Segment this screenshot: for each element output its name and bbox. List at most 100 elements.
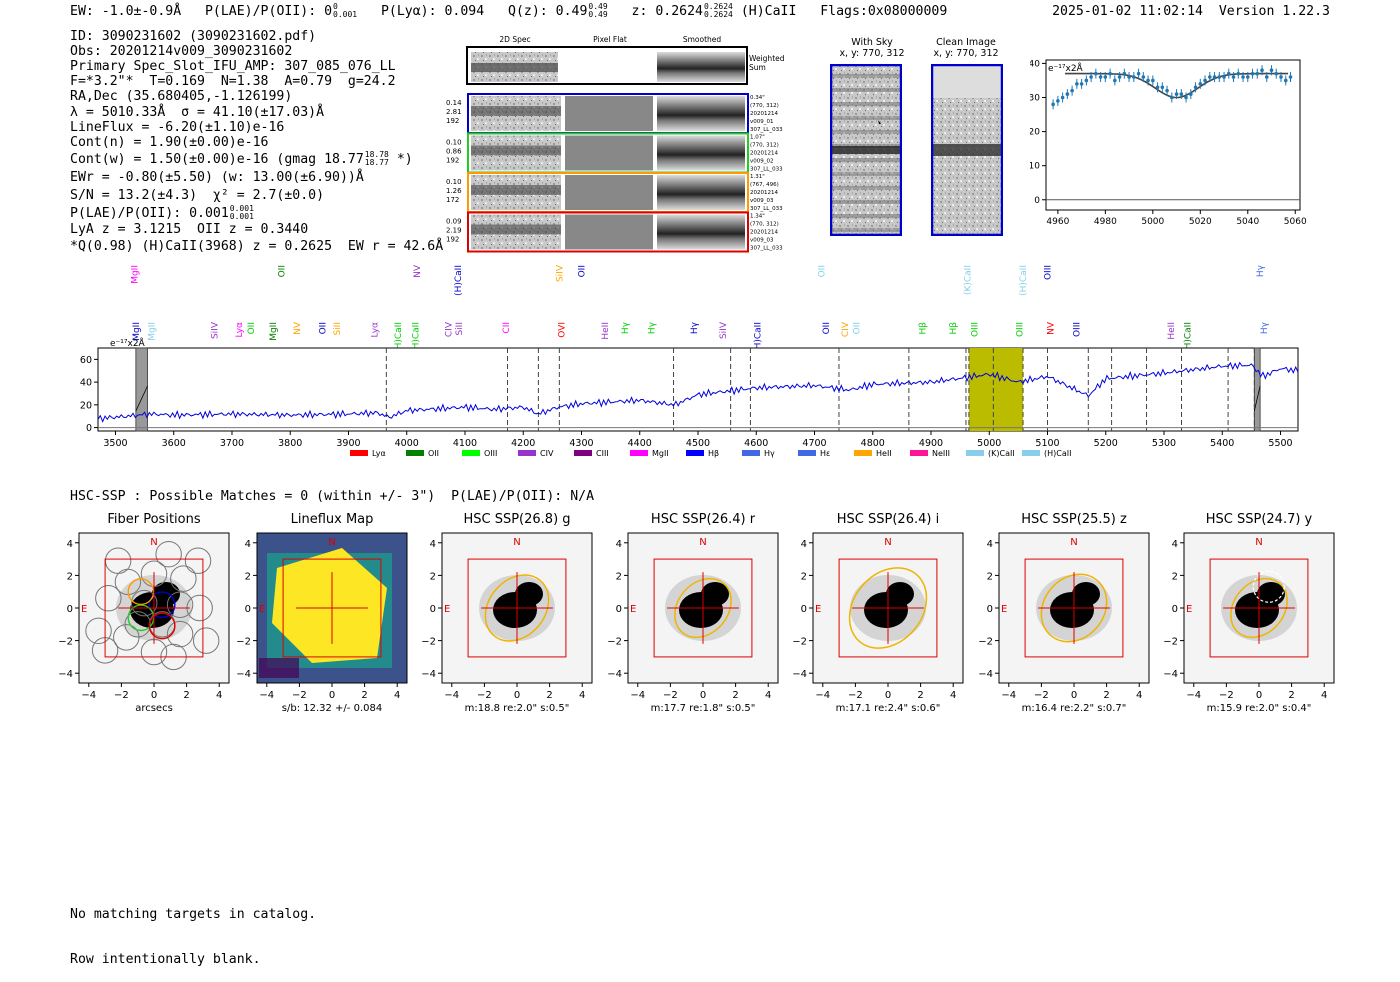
fiber-circle xyxy=(192,627,220,654)
hsc-xtick-label: −2 xyxy=(848,690,863,701)
zoom-point xyxy=(1113,78,1117,83)
fiber-circle xyxy=(155,540,182,568)
line-id-label: Lyα xyxy=(371,322,381,338)
line-id-label: CIV xyxy=(445,321,455,337)
withsky-title: With Sky xyxy=(851,37,893,48)
line-id-label: (H)CaII xyxy=(394,322,404,353)
full-ytick-label: 0 xyxy=(86,423,92,434)
info-plae: P(LAE)/P(OII): 0.001 xyxy=(70,206,229,221)
cutout-right-3: 20201214 xyxy=(750,190,778,196)
cutout-flat xyxy=(565,135,653,171)
legend-label: NeIII xyxy=(932,449,950,458)
zoom-point xyxy=(1141,75,1146,79)
hsc-ytick-label: −4 xyxy=(59,669,73,680)
north-label: N xyxy=(1255,537,1262,548)
header-version: Version 1.22.3 xyxy=(1218,4,1330,19)
legend-label: (K)CaII xyxy=(988,449,1015,458)
line-id-label: OIII xyxy=(971,322,981,337)
cutout-right-3: 20201214 xyxy=(750,111,778,117)
hsc-ytick-label: 0 xyxy=(801,604,807,615)
cutout-flat xyxy=(565,214,653,250)
legend-label: Hε xyxy=(820,449,830,458)
east-label: E xyxy=(1186,604,1192,615)
header-qz-sub: 0.49 xyxy=(588,10,608,19)
zoom-point xyxy=(1231,75,1236,79)
full-xtick-label: 5300 xyxy=(1152,438,1176,449)
hsc-xtick-label: −2 xyxy=(114,690,129,701)
footer-line2: Row intentionally blank. xyxy=(70,952,261,967)
hsc-panel-image: N E −4 −4 −2 −2 0 0 2 2 4 4 m:15.9 re:2.0" s:0.4" xyxy=(1164,532,1335,712)
full-xtick-label: 5500 xyxy=(1268,438,1292,449)
cutout-smoothed xyxy=(657,135,745,171)
cutout-right-1: 1.07" xyxy=(750,135,765,141)
sky-line xyxy=(832,200,900,204)
full-xtick-label: 4100 xyxy=(453,438,477,449)
zoom-point xyxy=(1084,78,1089,83)
line-id-label: CIV xyxy=(841,321,851,337)
hsc-ytick-label: −4 xyxy=(979,669,993,680)
cutout-flat xyxy=(565,175,653,210)
zoom-point xyxy=(1274,71,1279,76)
info-params: F=*3.2"* T=0.169 N=1.38 A=0.79 g=24.2 xyxy=(70,74,396,89)
line-id-label: MgII xyxy=(148,322,158,341)
hsc-panel: HSC SSP(26.8) g N E −4 −4 −2 −2 0 0 2 2 4 4 m:18.8 re… xyxy=(422,512,597,712)
hsc-panel-caption: m:17.1 re:2.4" s:0.6" xyxy=(836,703,941,712)
zoom-point xyxy=(1279,75,1283,79)
cutout-right-2: (770, 312) xyxy=(750,103,779,109)
info-lineflux: LineFlux = -6.20(±1.10)e-16 xyxy=(70,120,285,135)
sky-line xyxy=(832,228,900,232)
zoom-point xyxy=(1170,95,1174,100)
zoom-point xyxy=(1260,68,1264,73)
legend-label: OII xyxy=(428,449,439,458)
hsc-xtick-label: 0 xyxy=(1256,690,1262,701)
galaxy-companion xyxy=(152,582,180,606)
cutout-left-1: 0.10 xyxy=(446,178,462,186)
east-label: E xyxy=(1001,604,1007,615)
hsc-xtick-label: −2 xyxy=(292,690,307,701)
zoom-point xyxy=(1255,71,1260,76)
full-xtick-label: 3500 xyxy=(103,438,127,449)
full-xtick-label: 5400 xyxy=(1210,438,1234,449)
info-lya: LyA z = 3.1215 OII z = 0.3440 xyxy=(70,222,309,237)
header-hcaii: (H)CaII xyxy=(740,4,797,19)
full-xtick-label: 4300 xyxy=(569,438,593,449)
full-xtick-label: 4200 xyxy=(511,438,535,449)
legend-label: HeII xyxy=(876,449,892,458)
legend-label: (H)CaII xyxy=(1044,449,1071,458)
hsc-xtick-label: −2 xyxy=(1219,690,1234,701)
full-xtick-label: 3800 xyxy=(278,438,302,449)
north-label: N xyxy=(884,537,891,548)
header-plae-sub: 0.001 xyxy=(333,10,358,19)
legend-swatch xyxy=(798,450,816,456)
zoom-ytick-label: 0 xyxy=(1034,196,1040,206)
line-id-label: (K)CaII xyxy=(964,265,974,295)
full-xtick-label: 5000 xyxy=(977,438,1001,449)
hsc-ytick-label: 2 xyxy=(616,571,622,582)
line-id-label: OII xyxy=(822,322,832,334)
east-label: E xyxy=(81,604,87,615)
full-xtick-label: 3700 xyxy=(220,438,244,449)
search-box xyxy=(104,558,204,658)
zoom-point xyxy=(1264,75,1269,79)
zoom-point xyxy=(1117,75,1122,79)
zoom-point xyxy=(1108,71,1112,76)
info-contw-sup: 18.78 xyxy=(364,150,389,159)
zoom-point xyxy=(1132,75,1136,79)
zoom-point xyxy=(1070,88,1074,93)
cutout-right-4: v009_01 xyxy=(750,119,774,125)
zoom-point xyxy=(1146,78,1150,83)
sky-line xyxy=(832,102,900,106)
line-id-label: (H)CaII xyxy=(1019,265,1029,296)
weighted-label: Weighted xyxy=(749,54,785,63)
search-box xyxy=(282,558,382,658)
line-id-label: Hγ xyxy=(690,321,700,334)
cutout-right-1: 1.31" xyxy=(750,174,765,180)
east-label: E xyxy=(444,604,450,615)
hsc-ytick-label: 0 xyxy=(245,604,251,615)
lineflux-low xyxy=(259,658,299,678)
full-xtick-label: 4700 xyxy=(802,438,826,449)
sky-line xyxy=(832,214,900,218)
